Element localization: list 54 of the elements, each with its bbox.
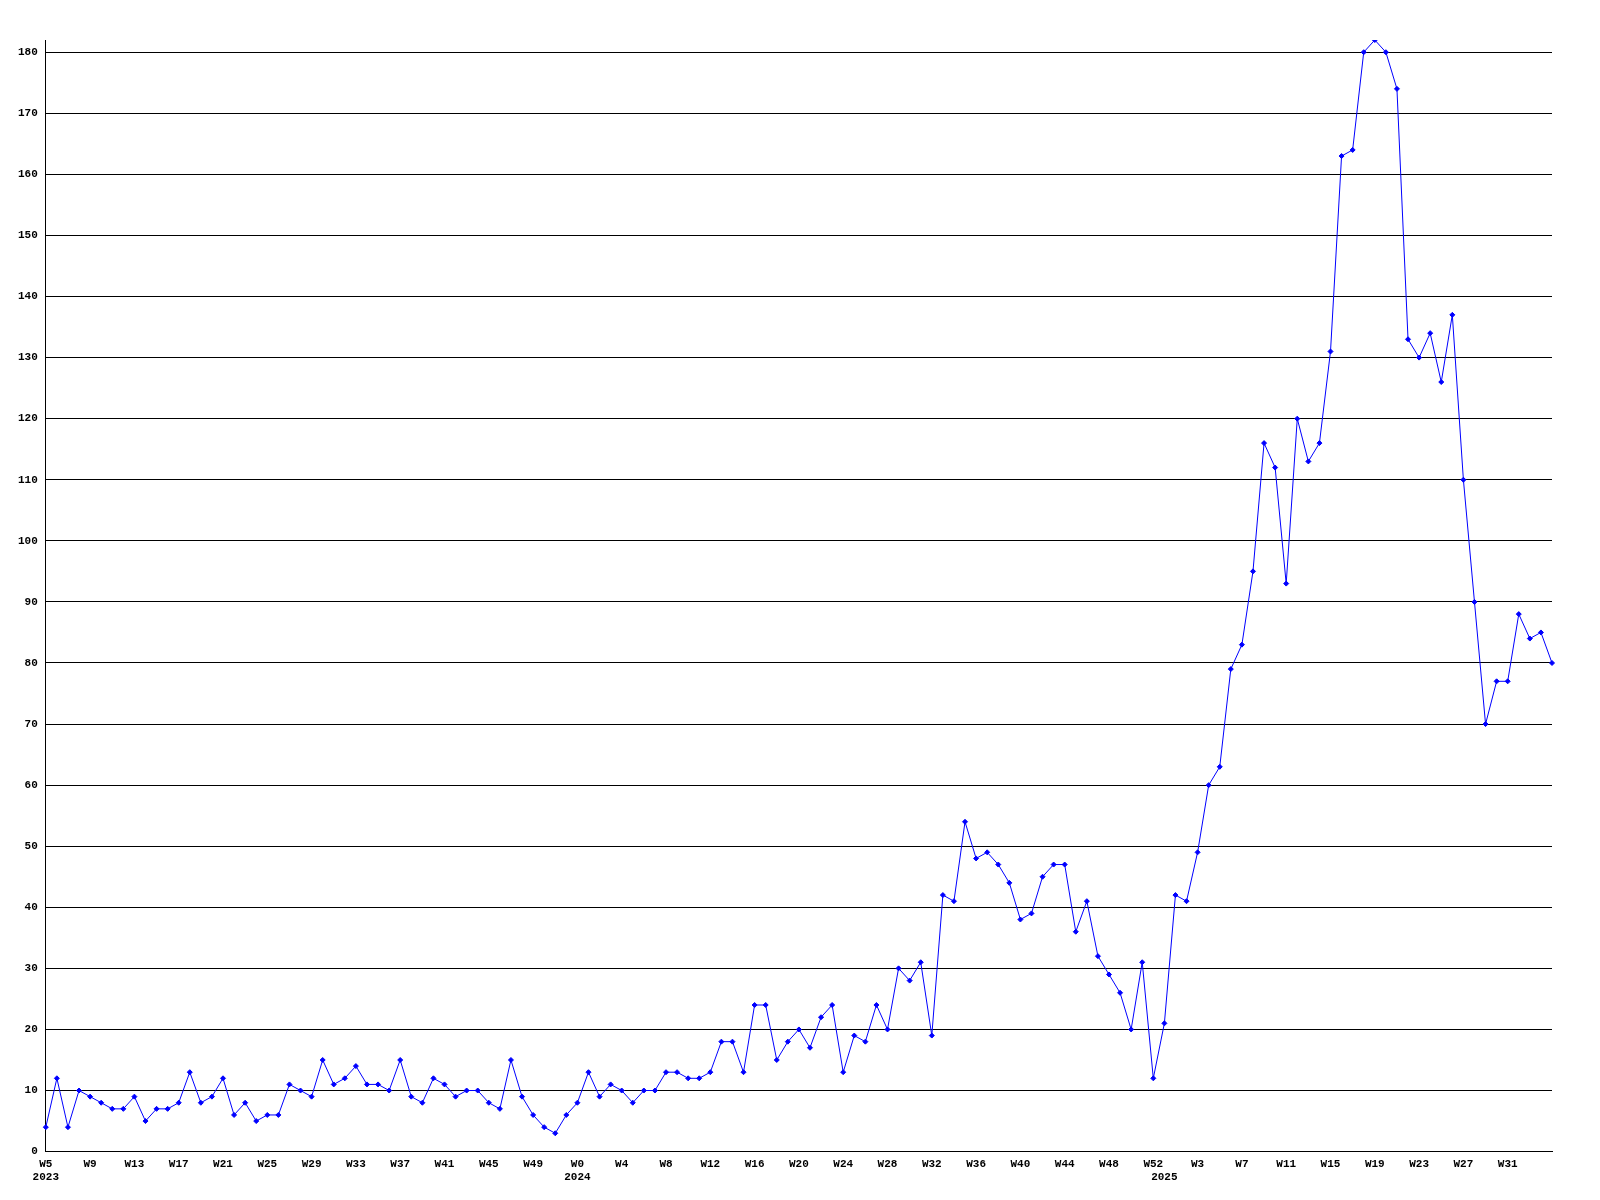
y-tick-label: 120 bbox=[17, 412, 38, 425]
x-tick-label: W11 bbox=[1276, 1157, 1297, 1170]
x-tick-label: W45 bbox=[478, 1157, 500, 1170]
x-tick-label: W29 bbox=[301, 1157, 322, 1170]
x-tick-label: W21 bbox=[213, 1157, 234, 1170]
y-tick-label: 170 bbox=[17, 107, 38, 120]
y-tick-label: 70 bbox=[24, 717, 38, 730]
y-tick-label: 10 bbox=[24, 1084, 38, 1097]
y-tick-label: 130 bbox=[17, 351, 38, 364]
y-tick-label: 90 bbox=[24, 595, 38, 608]
x-tick-label: W36 bbox=[966, 1157, 987, 1170]
y-tick-label: 150 bbox=[17, 229, 38, 242]
y-tick-label: 50 bbox=[24, 839, 38, 852]
x-tick-label: W8 bbox=[659, 1157, 673, 1170]
x-tick-label: W13 bbox=[124, 1157, 145, 1170]
x-tick-label: W5 2023 bbox=[32, 1157, 60, 1184]
x-tick-label: W41 bbox=[434, 1157, 455, 1170]
x-tick-label: W0 2024 bbox=[564, 1157, 591, 1184]
x-tick-label: W31 bbox=[1497, 1157, 1518, 1170]
x-tick-label: W3 bbox=[1191, 1157, 1205, 1170]
x-tick-label: W40 bbox=[1010, 1157, 1031, 1170]
x-tick-label: W52 bbox=[1143, 1157, 1164, 1170]
x-tick-label: W44 bbox=[1054, 1157, 1075, 1170]
y-tick-label: 140 bbox=[17, 290, 38, 303]
y-tick-label: 20 bbox=[24, 1023, 38, 1036]
x-tick-label: W37 bbox=[390, 1157, 411, 1170]
x-tick-label: W12 bbox=[700, 1157, 721, 1170]
y-tick-label: 0 bbox=[31, 1145, 38, 1158]
x-tick-label: W20 bbox=[789, 1157, 809, 1170]
x-tick-label: W25 bbox=[257, 1157, 278, 1170]
x-tick-label: W7 bbox=[1235, 1157, 1249, 1170]
x-tick-label: W17 bbox=[168, 1157, 189, 1170]
y-tick-label: 80 bbox=[24, 656, 38, 669]
x-tick-label: W32 bbox=[921, 1157, 942, 1170]
x-tick-label: W33 bbox=[346, 1157, 367, 1170]
x-tick-label: W49 bbox=[523, 1157, 544, 1170]
y-tick-label: 110 bbox=[17, 473, 38, 486]
x-tick-label: W28 bbox=[877, 1157, 898, 1170]
x-tick-label: W23 bbox=[1409, 1157, 1430, 1170]
x-tick-label: W48 bbox=[1099, 1157, 1120, 1170]
y-tick-label: 40 bbox=[24, 901, 38, 914]
y-tick-label: 30 bbox=[24, 962, 38, 975]
x-tick-label: W16 bbox=[744, 1157, 765, 1170]
x-tick-label: W9 bbox=[83, 1157, 97, 1170]
y-tick-label: 100 bbox=[17, 534, 38, 547]
x-tick-label: W15 bbox=[1320, 1157, 1341, 1170]
x-tick-label: 2025 bbox=[1151, 1171, 1178, 1184]
y-tick-label: 60 bbox=[24, 778, 38, 791]
y-tick-label: 180 bbox=[17, 45, 38, 58]
x-tick-label: W4 bbox=[615, 1157, 629, 1170]
x-tick-label: W19 bbox=[1364, 1157, 1385, 1170]
x-tick-label: W27 bbox=[1453, 1157, 1474, 1170]
x-tick-label: W24 bbox=[833, 1157, 854, 1170]
y-tick-label: 160 bbox=[17, 168, 38, 181]
